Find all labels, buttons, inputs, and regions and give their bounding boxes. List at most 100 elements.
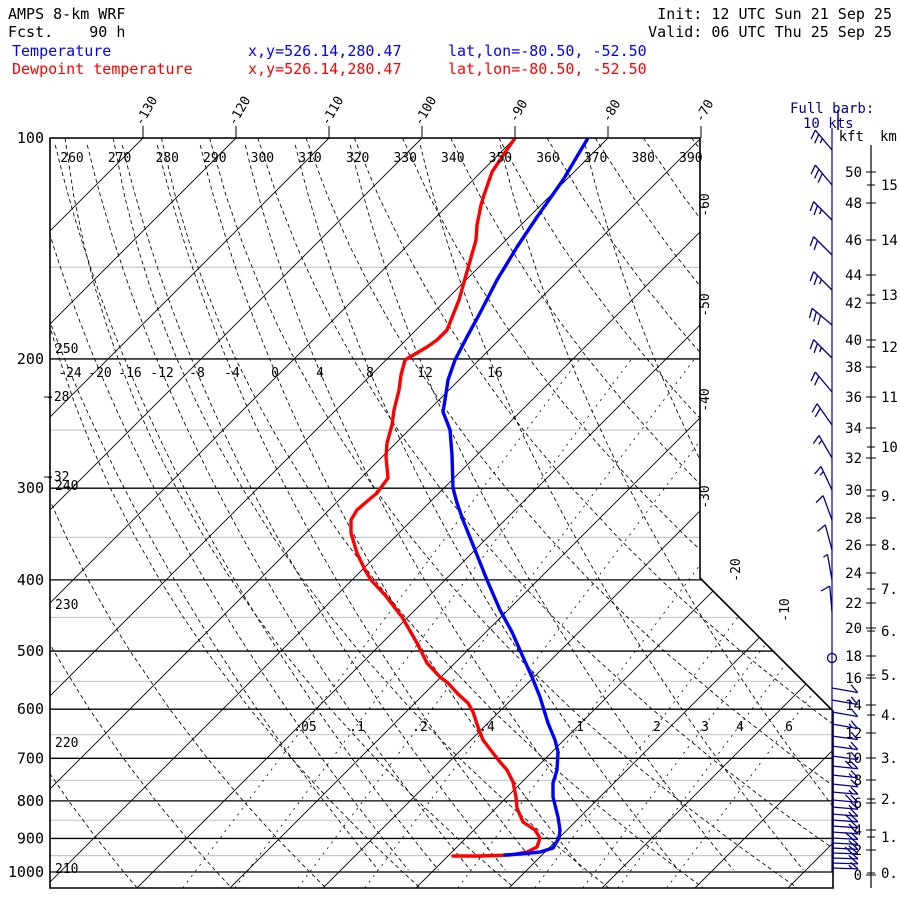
km-tick-label: 4.: [881, 708, 898, 724]
theta-left-label: 210: [55, 862, 78, 877]
isotherm-line: [322, 138, 833, 888]
wind-barb-shaft: [831, 711, 858, 718]
wind-barb-feather: [813, 343, 819, 354]
wind-barb: [831, 820, 859, 829]
km-tick-label: 7.: [881, 582, 898, 598]
isotherm-line: [787, 138, 833, 888]
wind-barb-half-feather: [819, 209, 823, 215]
wind-barb-feather: [850, 696, 859, 705]
kft-tick-label: 48: [845, 196, 862, 212]
kft-tick-label: 14: [845, 698, 862, 714]
moist-adiabat-line: [54, 144, 439, 871]
dewpoint-curve: [349, 138, 542, 858]
theta-left-label: 230: [55, 598, 78, 613]
wind-barb-feather: [850, 851, 859, 860]
isotherm-line: [50, 138, 795, 888]
wind-barb-shaft: [831, 819, 858, 823]
kft-tick-label: 34: [845, 421, 862, 437]
wind-barb-shaft: [831, 837, 858, 841]
kft-axis-title: kft: [839, 129, 864, 145]
isotherm-line: [50, 138, 516, 888]
theta-top-label: 390: [679, 151, 702, 166]
wind-barb: [831, 856, 859, 865]
moist-adiabat-label: 0: [271, 366, 279, 381]
km-tick-label: 12.: [881, 340, 900, 356]
theta-top-label: 350: [489, 151, 512, 166]
kft-tick-label: 0: [854, 868, 862, 884]
right-temp-label: -20: [729, 558, 744, 581]
isotherm-line: [229, 138, 833, 888]
dry-adiabat-line: [112, 138, 609, 888]
wind-barb: [831, 770, 859, 779]
edge-temp-label: -28: [46, 390, 69, 405]
wind-barb-feather: [809, 271, 815, 282]
km-tick-label: 15.: [881, 178, 900, 194]
wind-barb-shaft: [829, 586, 833, 613]
moist-adiabat-label: 16: [487, 366, 503, 381]
theta-top-label: 260: [60, 151, 83, 166]
wind-barb-half-feather: [819, 347, 823, 353]
wind-barb-shaft: [831, 852, 859, 855]
wind-barb-feather: [812, 435, 820, 445]
edge-temp-label: -32: [46, 470, 69, 485]
wind-barb: [831, 751, 859, 761]
kft-tick-label: 38: [845, 360, 862, 376]
mixing-ratio-line: [182, 359, 580, 888]
moist-adiabat-line: [499, 144, 833, 871]
wind-barb-feather: [850, 751, 859, 761]
theta-top-label: 280: [155, 151, 178, 166]
kft-tick-label: 30: [845, 483, 862, 499]
isotherm-line: [50, 138, 423, 888]
wind-barb: [831, 696, 859, 706]
moist-adiabat-label: -20: [88, 366, 111, 381]
wind-barb-feather: [813, 205, 819, 216]
temperature-legend-latlon: lat,lon=-80.50, -52.50: [448, 42, 647, 60]
right-temp-label: -30: [698, 485, 713, 508]
mixing-ratio-label: .4: [479, 720, 495, 735]
wind-barb-shaft: [831, 825, 858, 829]
wind-barb-shaft: [824, 524, 833, 551]
wind-barb-feather: [850, 684, 859, 693]
wind-barb-half-feather: [819, 471, 824, 476]
theta-top-label: 330: [393, 151, 416, 166]
theta-top-label: 370: [584, 151, 607, 166]
wind-barb-feather: [850, 720, 859, 729]
wind-barb-half-feather: [848, 744, 853, 750]
kft-tick-label: 50: [845, 165, 862, 181]
kft-tick-label: 6: [854, 796, 862, 812]
dry-adiabat-line: [691, 138, 833, 888]
wind-barb-shaft: [831, 862, 859, 865]
wind-barb-shaft: [814, 164, 833, 186]
theta-top-label: 290: [203, 151, 226, 166]
wind-barb: [814, 466, 833, 491]
wind-barb-feather: [850, 832, 859, 840]
wind-barb-shaft: [831, 813, 858, 817]
pressure-axis-label: 100: [17, 129, 44, 147]
wind-barb-feather: [813, 311, 817, 322]
moist-adiabat-label: 8: [366, 366, 374, 381]
wind-barb: [831, 814, 859, 823]
wind-barb-feather: [850, 826, 859, 835]
wind-barb-feather: [850, 801, 859, 810]
wind-barb-shaft: [831, 745, 858, 751]
kft-tick-label: 20: [845, 621, 862, 637]
dry-adiabat-line: [305, 138, 833, 888]
mixing-ratio-line: [666, 359, 833, 888]
mixing-ratio-line: [534, 359, 833, 888]
wind-barb-feather: [850, 731, 859, 741]
mixing-ratio-label: 6: [785, 720, 793, 735]
dry-adiabat-line: [50, 138, 326, 888]
wind-barb-feather: [820, 585, 831, 592]
isotherm-line: [50, 138, 702, 888]
wind-barb-shaft: [813, 339, 833, 359]
wind-barb: [817, 524, 833, 551]
wind-barb-feather: [814, 134, 820, 144]
pressure-axis-label: 900: [17, 829, 44, 847]
mixing-ratio-label: .2: [412, 720, 428, 735]
theta-top-label: 340: [441, 151, 464, 166]
wind-barb-feather: [850, 741, 859, 751]
wind-barb-shaft: [816, 403, 833, 426]
kft-tick-label: 46: [845, 233, 862, 249]
wind-barb-feather: [810, 164, 816, 175]
